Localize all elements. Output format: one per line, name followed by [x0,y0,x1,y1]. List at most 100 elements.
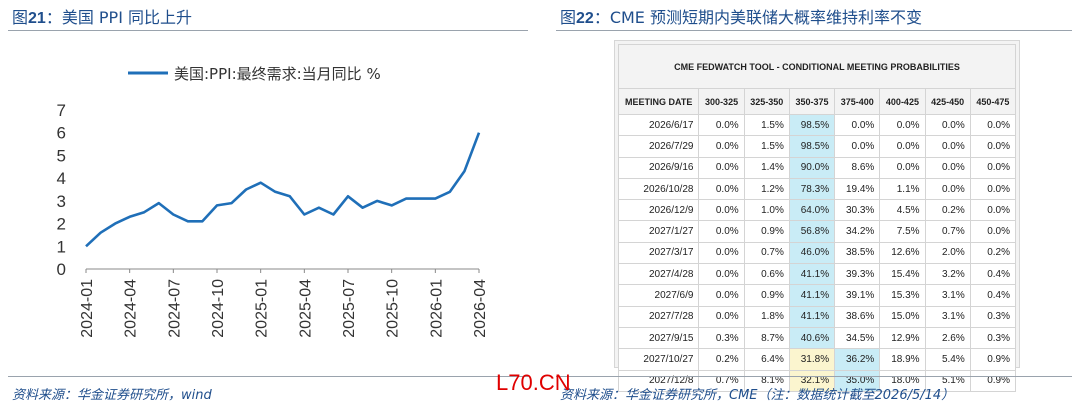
probability-cell: 0.0% [698,177,745,201]
y-tick-label: 4 [57,169,66,188]
probability-cell: 0.4% [969,284,1017,307]
probability-cell: 36.2% [834,348,881,371]
probability-cell: 0.0% [924,177,971,201]
table-row: 2027/10/27 0.2% 6.4% 31.8% 36.2% 18.9% 5.4% 0.9… [617,348,1017,371]
probability-cell: 0.0% [969,220,1017,243]
meeting-date-cell: 2027/3/17 [617,241,700,265]
left-figure-title: 图21：美国 PPI 同比上升 [12,4,192,28]
probability-cell: 34.5% [834,326,881,350]
meeting-date-cell: 2027/10/27 [617,348,700,371]
probability-cell: 6.4% [743,348,790,371]
probability-cell: 0.0% [924,156,971,179]
table-row: 2027/6/9 0.0% 0.9% 41.1% 39.1% 15.3% 3.1% 0.4% [617,284,1017,307]
probability-cell: 30.3% [834,199,881,222]
table-row: 2026/6/17 0.0% 1.5% 98.5% 0.0% 0.0% 0.0% 0.0% [617,113,1017,137]
fedwatch-tool-title: CME FEDWATCH TOOL - CONDITIONAL MEETING … [618,44,1016,89]
probability-cell: 0.2% [924,199,971,222]
probability-cell: 15.0% [879,305,926,328]
probability-cell: 1.8% [743,305,790,328]
probability-cell: 0.9% [743,284,790,307]
ppi-line-chart: 美国:PPI:最终需求:当月同比 % 0 1 2 3 4 5 6 7 2024-01 2024-04… [57,65,489,338]
right-figure-title: 图22：CME 预测短期内美联储大概率维持利率不变 [560,4,922,28]
ppi-series-line [85,132,481,248]
header-rate-range: 450-475 [969,88,1017,115]
probability-cell: 41.1% [788,305,836,328]
meeting-date-cell: 2026/12/9 [617,199,700,222]
probability-cell: 35.0% [834,369,881,392]
probability-cell: 32.1% [788,369,836,392]
probability-cell: 0.0% [969,199,1017,222]
table-row: 2027/9/15 0.3% 8.7% 40.6% 34.5% 12.9% 2.6% 0.3% [617,326,1017,350]
figure-number: 21 [28,10,46,27]
probability-cell: 2.6% [924,326,971,350]
probability-cell: 46.0% [788,241,836,265]
table-row: 2027/4/28 0.0% 0.6% 41.1% 39.3% 15.4% 3.2% 0.4% [617,263,1017,286]
left-source-note: 资料来源：华金证券研究所，wind [12,388,212,403]
header-meeting-date: MEETING DATE [617,88,700,115]
probability-cell: 64.0% [788,199,836,222]
watermark-text: L70.CN [496,370,571,395]
probability-cell: 1.2% [743,177,790,201]
meeting-date-cell: 2027/9/15 [617,326,700,350]
right-bottom-divider [556,376,1072,377]
table-row: 2027/1/27 0.0% 0.9% 56.8% 34.2% 7.5% 0.7% 0.0% [617,220,1017,243]
probability-cell: 15.4% [879,263,926,286]
probability-cell: 0.0% [969,177,1017,201]
probability-cell: 0.0% [698,199,745,222]
column-header-row: MEETING DATE 300-325 325-350 350-375 375-400… [617,88,1017,115]
meeting-date-cell: 2026/6/17 [617,113,700,137]
left-title-divider [8,30,528,31]
probability-cell: 3.2% [924,263,971,286]
x-tick-label: 2025-10 [385,279,402,338]
probability-cell: 0.0% [924,113,971,137]
table-row: 2026/12/9 0.0% 1.0% 64.0% 30.3% 4.5% 0.2% 0.0% [617,199,1017,222]
table-body: 2026/6/17 0.0% 1.5% 98.5% 0.0% 0.0% 0.0% 0.0% 20… [617,113,1017,392]
header-rate-range: 375-400 [834,88,881,115]
y-tick-label: 5 [57,146,66,165]
probability-cell: 3.1% [924,284,971,307]
probability-cell: 1.1% [879,177,926,201]
probability-cell: 0.6% [743,263,790,286]
probability-cell: 12.6% [879,241,926,265]
meeting-date-cell: 2027/4/28 [617,263,700,286]
probability-cell: 0.3% [969,326,1017,350]
x-tick-label: 2025-07 [341,279,358,338]
probability-cell: 0.9% [969,369,1017,392]
probability-cell: 8.7% [743,326,790,350]
probability-cell: 0.7% [743,241,790,265]
probability-cell: 18.0% [879,369,926,392]
figure-caption: ：CME 预测短期内美联储大概率维持利率不变 [593,8,922,27]
probability-cell: 0.0% [969,113,1017,137]
probability-cell: 0.0% [698,284,745,307]
probability-cell: 98.5% [788,113,836,137]
table-row: 2026/9/16 0.0% 1.4% 90.0% 8.6% 0.0% 0.0% 0.0% [617,156,1017,179]
meeting-date-cell: 2027/7/28 [617,305,700,328]
probability-cell: 8.1% [743,369,790,392]
meeting-date-cell: 2026/7/29 [617,135,700,158]
header-rate-range: 400-425 [879,88,926,115]
table-row: 2027/12/8 0.7% 8.1% 32.1% 35.0% 18.0% 5.1% 0.9% [617,369,1017,392]
y-tick-label: 0 [57,260,66,279]
legend-label: 美国:PPI:最终需求:当月同比 % [174,65,381,83]
probability-cell: 41.1% [788,263,836,286]
probability-cell: 0.9% [743,220,790,243]
figure-label: 图 [560,8,577,27]
meeting-date-cell: 2026/10/28 [617,177,700,201]
y-tick-label: 7 [57,101,66,120]
fedwatch-table-panel: CME FEDWATCH TOOL - CONDITIONAL MEETING … [614,40,1020,392]
probability-cell: 0.0% [698,305,745,328]
x-tick-label: 2024-10 [210,279,227,338]
probability-cell: 1.5% [743,135,790,158]
meeting-date-cell: 2027/12/8 [617,369,700,392]
fedwatch-probability-table: CME FEDWATCH TOOL - CONDITIONAL MEETING … [617,44,1017,392]
probability-cell: 1.4% [743,156,790,179]
probability-cell: 0.0% [924,135,971,158]
x-tick-label: 2026-01 [428,279,445,338]
right-source-note: 资料来源：华金证券研究所，CME（注：数据统计截至2026/5/14） [560,388,955,403]
table-row: 2027/7/28 0.0% 1.8% 41.1% 38.6% 15.0% 3.1% 0.3% [617,305,1017,328]
probability-cell: 1.0% [743,199,790,222]
probability-cell: 0.3% [698,326,745,350]
probability-cell: 0.0% [834,113,881,137]
x-tick-label: 2025-01 [254,279,271,338]
probability-cell: 0.0% [698,241,745,265]
